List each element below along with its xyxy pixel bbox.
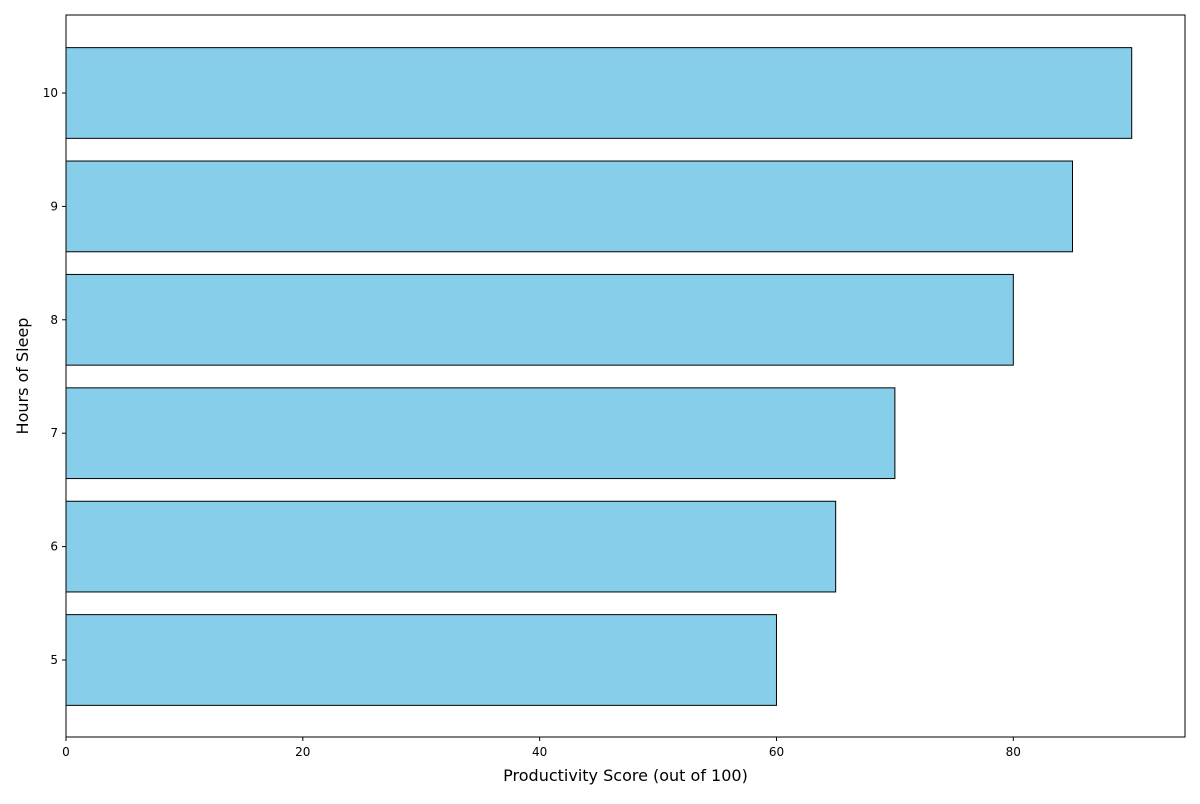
bar-8-hours <box>65 273 1014 366</box>
x-tick-label: 80 <box>1006 745 1021 759</box>
x-tick-label: 40 <box>532 745 547 759</box>
bar-9-hours <box>65 160 1074 253</box>
y-tick-label: 6 <box>50 540 58 554</box>
y-tick-label: 5 <box>50 653 58 667</box>
bar-6-hours <box>65 500 837 593</box>
x-axis-label: Productivity Score (out of 100) <box>503 766 748 785</box>
plot-frame <box>65 14 1186 738</box>
y-tick-label: 8 <box>50 313 58 327</box>
bar-5-hours <box>65 614 777 706</box>
x-tick-label: 0 <box>62 745 70 759</box>
x-tick-label: 20 <box>295 745 310 759</box>
y-tick-label: 9 <box>50 199 58 213</box>
y-tick-label: 7 <box>50 426 58 440</box>
y-tick-label: 10 <box>43 86 58 100</box>
bar-10-hours <box>65 47 1133 139</box>
bar-7-hours <box>65 387 896 480</box>
x-tick-label: 60 <box>769 745 784 759</box>
y-axis-label: Hours of Sleep <box>13 318 32 435</box>
